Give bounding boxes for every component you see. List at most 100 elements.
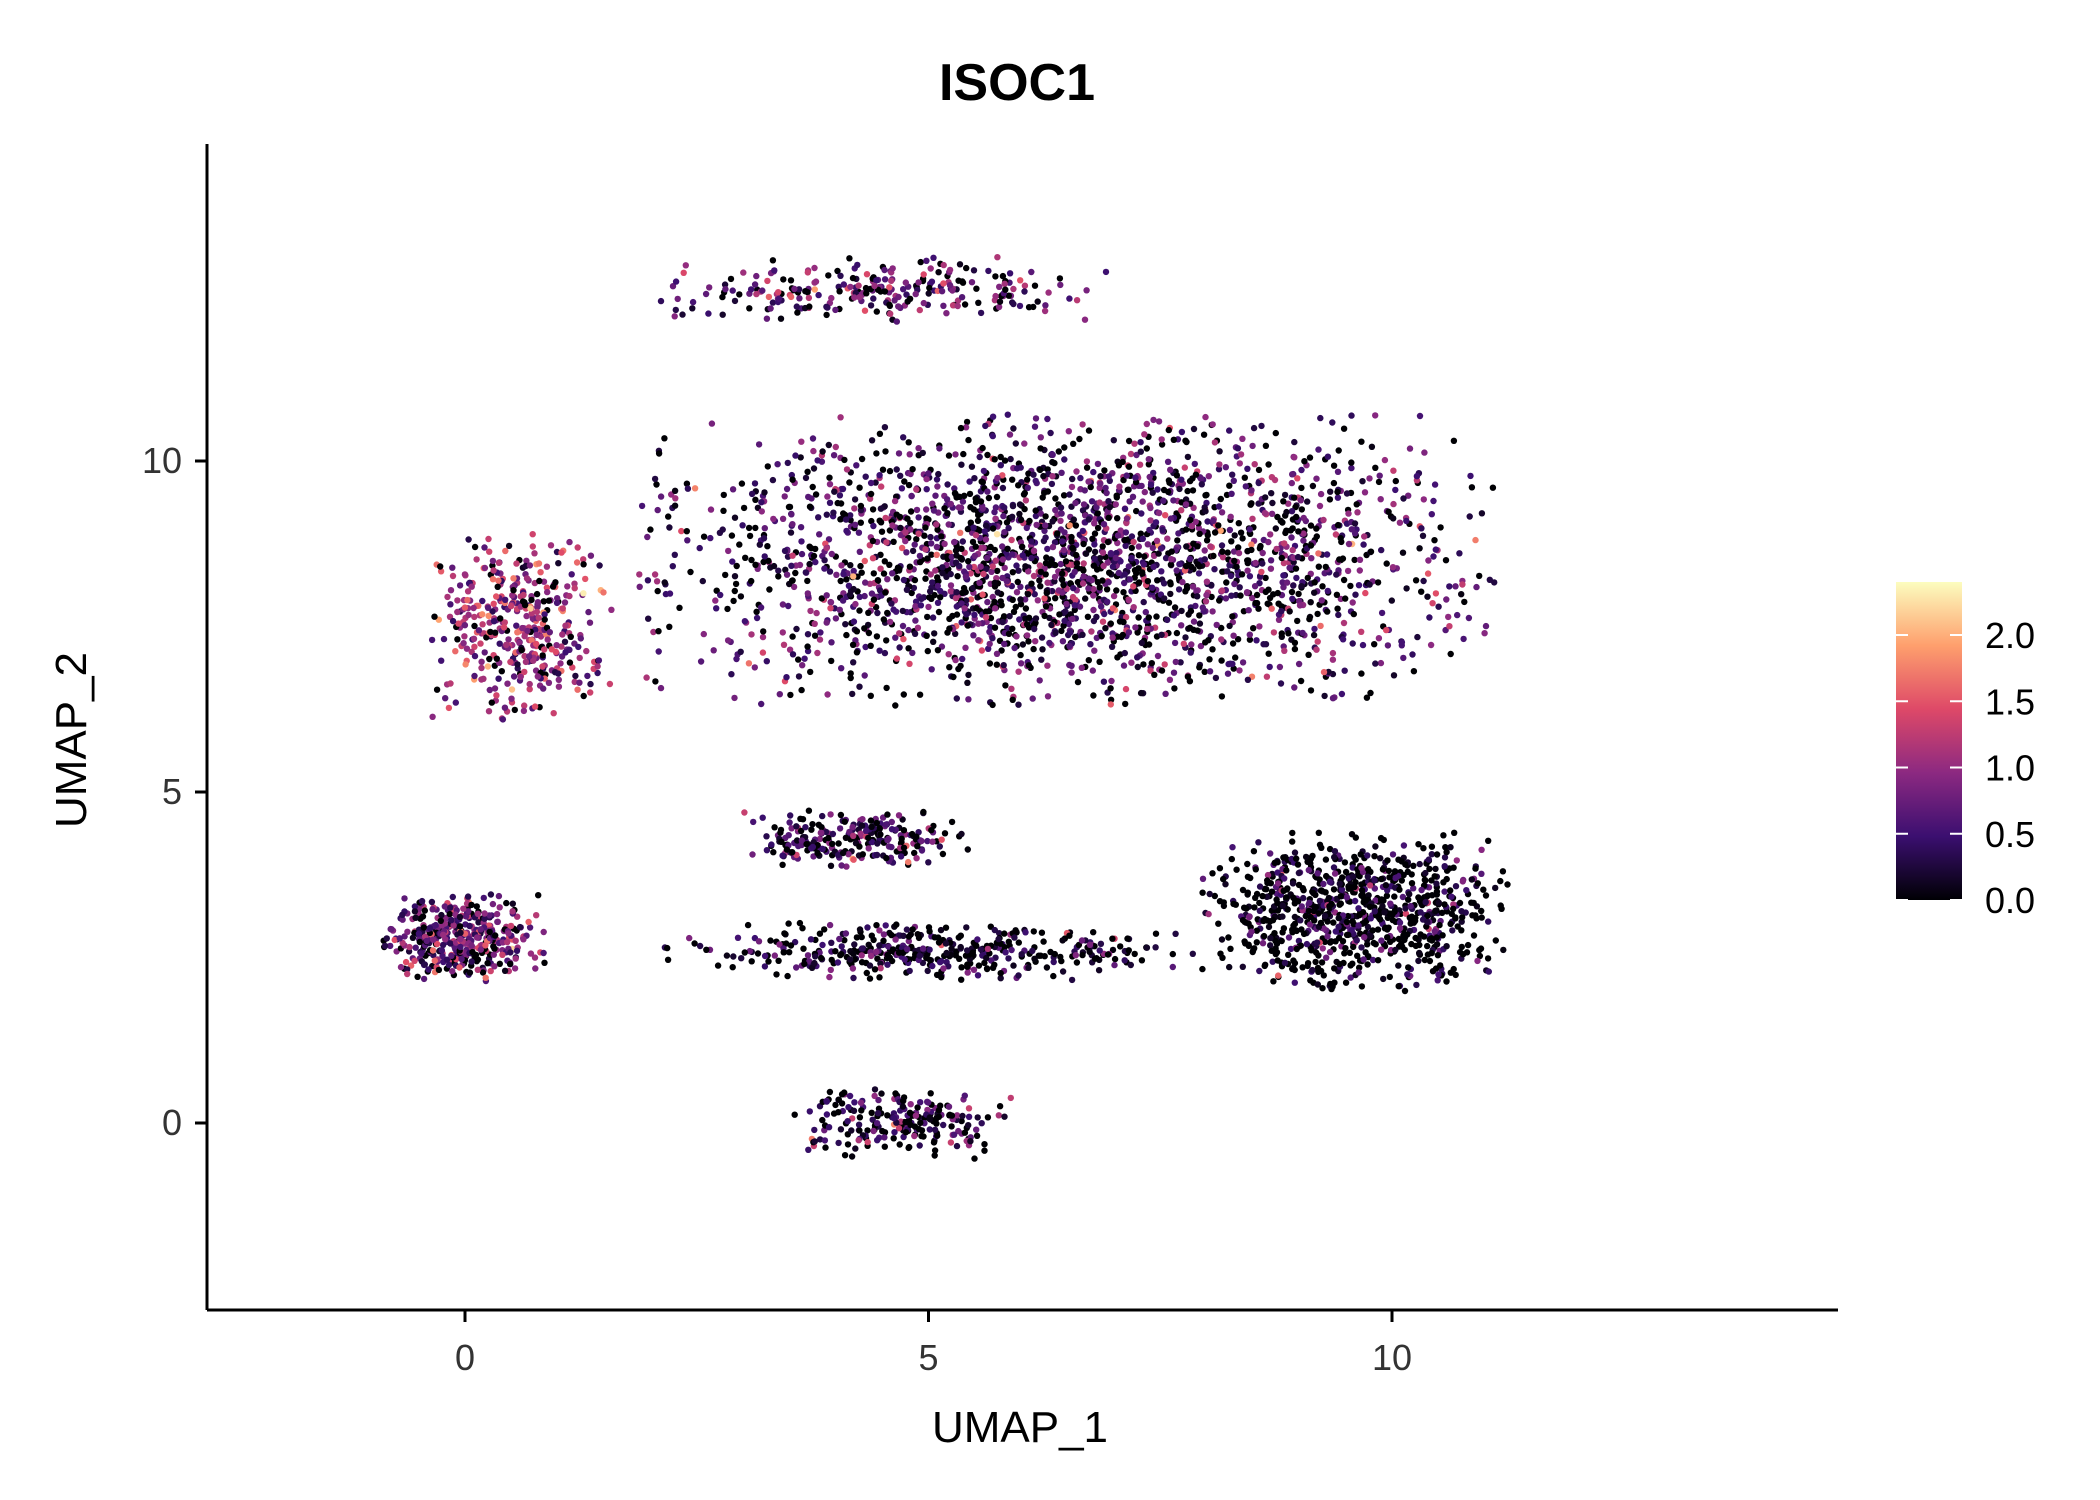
- scatter-point: [1259, 892, 1266, 900]
- scatter-point: [1294, 617, 1301, 625]
- scatter-point: [725, 547, 732, 555]
- scatter-point: [1211, 529, 1219, 536]
- scatter-point: [1341, 950, 1348, 957]
- scatter-point: [689, 298, 697, 306]
- scatter-point: [707, 534, 714, 542]
- scatter-point: [761, 525, 768, 532]
- scatter-point: [466, 969, 474, 976]
- scatter-point: [1478, 846, 1485, 853]
- scatter-point: [754, 950, 762, 957]
- scatter-point: [1107, 685, 1114, 692]
- scatter-point: [930, 638, 937, 645]
- scatter-point: [916, 691, 924, 698]
- scatter-point: [1071, 568, 1078, 576]
- scatter-point: [761, 489, 768, 496]
- scatter-point: [1165, 426, 1173, 434]
- scatter-point: [1378, 875, 1385, 883]
- scatter-point: [940, 280, 947, 287]
- scatter-point: [934, 574, 941, 581]
- scatter-point: [858, 569, 865, 576]
- scatter-point: [1379, 866, 1387, 873]
- scatter-point: [883, 539, 890, 546]
- scatter-point: [500, 624, 508, 631]
- scatter-point: [791, 285, 798, 293]
- scatter-point: [1252, 559, 1259, 567]
- scatter-point: [796, 919, 804, 927]
- scatter-point: [1481, 630, 1488, 637]
- scatter-point: [471, 672, 478, 680]
- scatter-point: [946, 664, 953, 671]
- scatter-point: [949, 612, 956, 620]
- scatter-point: [1345, 540, 1353, 548]
- scatter-point: [1031, 625, 1038, 633]
- scatter-point: [1208, 593, 1215, 601]
- scatter-point: [1428, 949, 1435, 957]
- scatter-point: [806, 303, 813, 310]
- scatter-point: [1052, 495, 1059, 502]
- scatter-point: [710, 647, 717, 654]
- scatter-point: [1030, 547, 1038, 554]
- scatter-point: [989, 701, 996, 709]
- scatter-point: [1059, 570, 1066, 577]
- scatter-point: [1239, 917, 1247, 924]
- scatter-point: [1178, 622, 1185, 629]
- scatter-point: [1055, 448, 1063, 455]
- scatter-point: [969, 949, 976, 956]
- scatter-point: [781, 547, 789, 555]
- scatter-point: [837, 577, 844, 585]
- scatter-point: [1443, 875, 1450, 883]
- scatter-point: [789, 521, 796, 528]
- scatter-point: [1024, 484, 1032, 491]
- scatter-point: [1051, 950, 1059, 958]
- scatter-point: [947, 570, 954, 578]
- scatter-point: [826, 973, 833, 981]
- scatter-point: [1005, 524, 1012, 532]
- scatter-point: [489, 557, 497, 565]
- scatter-point: [845, 582, 853, 589]
- scatter-point: [481, 910, 488, 917]
- scatter-point: [793, 303, 800, 310]
- scatter-point: [812, 491, 820, 498]
- scatter-point: [1056, 275, 1064, 282]
- scatter-point: [1273, 545, 1280, 553]
- scatter-point: [519, 624, 526, 632]
- scatter-point: [1194, 593, 1201, 600]
- scatter-point: [748, 556, 755, 564]
- scatter-point: [1058, 469, 1065, 476]
- scatter-point: [1336, 880, 1344, 887]
- scatter-point: [671, 487, 679, 494]
- scatter-point: [1469, 912, 1476, 919]
- scatter-point: [1248, 500, 1255, 507]
- scatter-point: [915, 530, 922, 537]
- scatter-point: [520, 936, 527, 943]
- scatter-point: [847, 674, 854, 682]
- scatter-point: [1392, 486, 1399, 494]
- scatter-point: [958, 619, 965, 626]
- scatter-point: [933, 543, 941, 551]
- scatter-point: [937, 594, 944, 601]
- scatter-point: [555, 670, 562, 677]
- scatter-point: [999, 272, 1007, 280]
- scatter-point: [942, 924, 950, 931]
- scatter-point: [962, 424, 970, 431]
- scatter-point: [445, 704, 453, 712]
- scatter-point: [821, 557, 828, 564]
- scatter-point: [1183, 438, 1190, 446]
- scatter-point: [1367, 689, 1374, 697]
- scatter-point: [1418, 886, 1425, 894]
- scatter-point: [836, 606, 843, 613]
- scatter-point: [826, 568, 834, 575]
- scatter-point: [830, 509, 837, 516]
- scatter-point: [1098, 632, 1105, 640]
- scatter-point: [1265, 461, 1272, 468]
- scatter-point: [1249, 515, 1256, 522]
- scatter-point: [991, 961, 998, 968]
- scatter-point: [960, 584, 968, 592]
- scatter-point: [535, 560, 543, 567]
- scatter-point: [1097, 480, 1104, 487]
- scatter-point: [1281, 647, 1288, 654]
- scatter-point: [1001, 504, 1008, 511]
- scatter-point: [792, 562, 800, 569]
- scatter-point: [1048, 480, 1056, 488]
- scatter-point: [1167, 515, 1175, 522]
